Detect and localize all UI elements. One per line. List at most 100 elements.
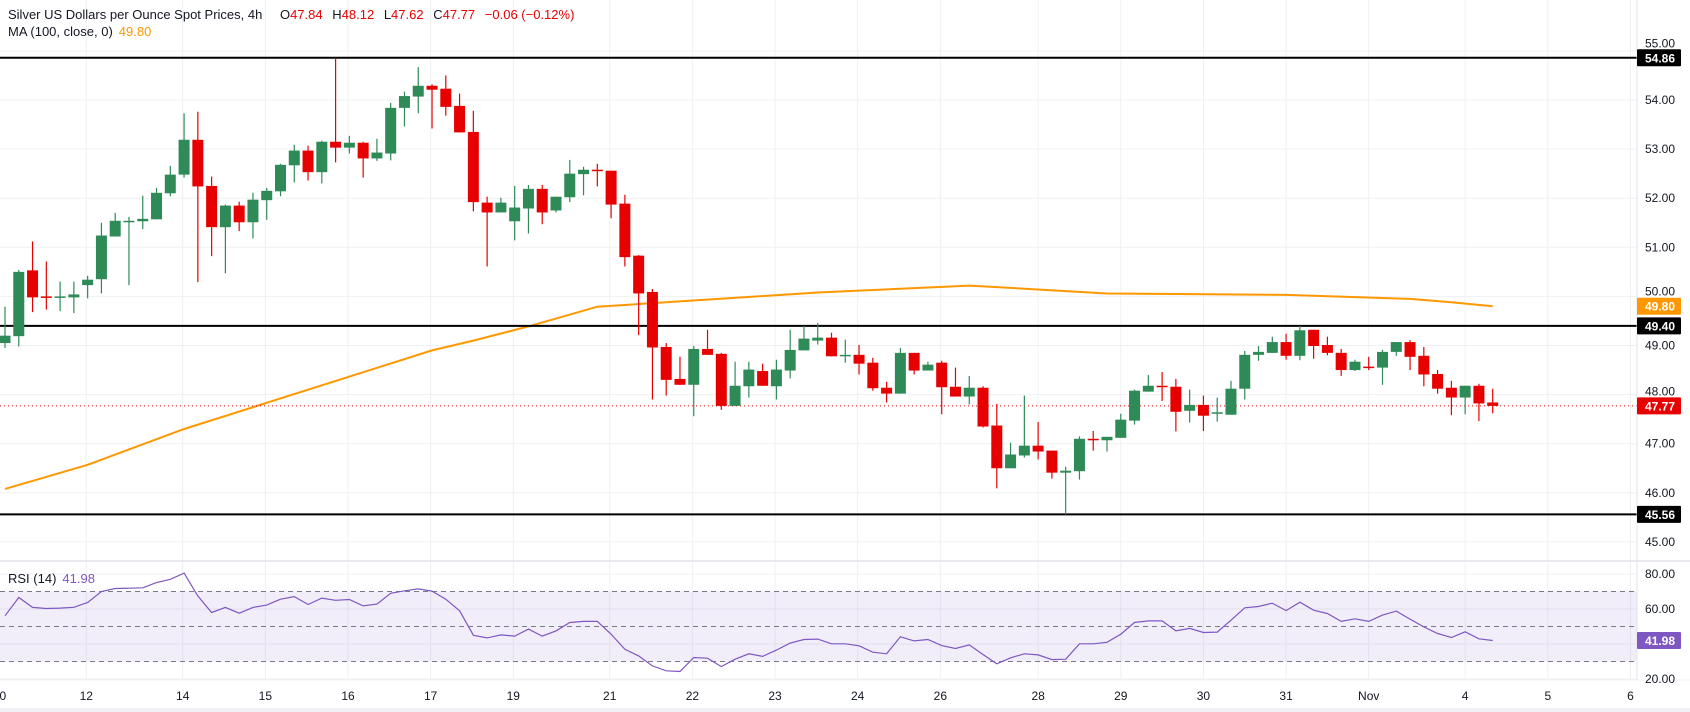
candle[interactable]: [440, 75, 452, 116]
candle[interactable]: [1005, 442, 1017, 469]
candle[interactable]: [1115, 413, 1127, 438]
candle[interactable]: [1197, 395, 1209, 431]
candle[interactable]: [385, 102, 397, 161]
candle[interactable]: [1211, 397, 1223, 422]
candle[interactable]: [82, 275, 94, 299]
candle[interactable]: [963, 375, 975, 405]
candle[interactable]: [1308, 329, 1320, 359]
candle[interactable]: [1280, 333, 1292, 360]
candle[interactable]: [853, 345, 865, 375]
ma-legend[interactable]: MA (100, close, 0) 49.80: [8, 24, 151, 40]
candle[interactable]: [509, 185, 521, 241]
candle[interactable]: [40, 261, 52, 310]
candle[interactable]: [137, 195, 149, 230]
candle[interactable]: [660, 343, 672, 396]
candle[interactable]: [95, 222, 107, 294]
candle[interactable]: [894, 347, 906, 394]
candle[interactable]: [605, 170, 617, 219]
candle[interactable]: [1390, 342, 1402, 356]
candle[interactable]: [206, 176, 218, 257]
candle[interactable]: [812, 322, 824, 345]
candle[interactable]: [1073, 436, 1085, 480]
candle[interactable]: [1087, 430, 1099, 451]
candle[interactable]: [977, 386, 989, 428]
candle[interactable]: [949, 367, 961, 397]
candle[interactable]: [1363, 356, 1375, 371]
candle[interactable]: [1239, 350, 1251, 400]
candle[interactable]: [454, 93, 466, 133]
bottom-scrollbar[interactable]: [0, 708, 1690, 712]
candle[interactable]: [1032, 422, 1044, 460]
candle[interactable]: [619, 194, 631, 267]
candle[interactable]: [1473, 383, 1485, 422]
candle[interactable]: [1459, 385, 1471, 415]
candle[interactable]: [151, 187, 163, 220]
candle[interactable]: [702, 329, 714, 355]
candle[interactable]: [330, 57, 342, 163]
candle[interactable]: [275, 163, 286, 197]
candle[interactable]: [123, 216, 135, 286]
candle[interactable]: [233, 201, 245, 232]
candle[interactable]: [757, 363, 769, 386]
candle[interactable]: [412, 67, 424, 114]
candle[interactable]: [1060, 466, 1072, 515]
candle[interactable]: [343, 135, 355, 154]
candle[interactable]: [1294, 325, 1306, 361]
candle[interactable]: [1404, 340, 1416, 371]
candle[interactable]: [743, 361, 755, 398]
candle[interactable]: [192, 111, 204, 283]
candle[interactable]: [633, 255, 645, 336]
candle[interactable]: [316, 140, 328, 184]
candle[interactable]: [1018, 395, 1030, 458]
candle[interactable]: [247, 192, 259, 239]
candle[interactable]: [1432, 370, 1444, 394]
candle[interactable]: [178, 113, 190, 178]
candle[interactable]: [826, 332, 837, 357]
candle[interactable]: [798, 325, 810, 351]
candle[interactable]: [398, 91, 410, 127]
candle[interactable]: [646, 289, 658, 400]
candle[interactable]: [936, 360, 948, 415]
candle[interactable]: [302, 145, 314, 181]
candle[interactable]: [1418, 346, 1430, 387]
candle[interactable]: [1445, 380, 1457, 416]
candle[interactable]: [839, 339, 851, 363]
candle[interactable]: [467, 110, 479, 212]
candle[interactable]: [426, 84, 438, 129]
candle[interactable]: [522, 184, 534, 234]
candle[interactable]: [164, 165, 176, 197]
candle[interactable]: [27, 241, 39, 313]
candle[interactable]: [261, 187, 273, 220]
candle[interactable]: [1046, 450, 1058, 479]
candle[interactable]: [550, 196, 562, 213]
candle[interactable]: [536, 184, 548, 225]
candle[interactable]: [908, 352, 920, 375]
candle[interactable]: [68, 281, 80, 314]
candle[interactable]: [219, 204, 231, 274]
candle[interactable]: [867, 357, 879, 391]
candle[interactable]: [54, 281, 66, 312]
candle[interactable]: [578, 166, 590, 196]
candle[interactable]: [371, 138, 383, 161]
candle[interactable]: [729, 361, 741, 406]
candle[interactable]: [495, 197, 507, 213]
candle[interactable]: [784, 329, 796, 379]
candle[interactable]: [1101, 436, 1113, 452]
rsi-legend[interactable]: RSI (14) 41.98: [8, 571, 95, 587]
candle[interactable]: [564, 159, 576, 203]
candle[interactable]: [1142, 374, 1154, 392]
candle[interactable]: [109, 212, 121, 237]
candle[interactable]: [991, 403, 1003, 489]
candle[interactable]: [715, 352, 727, 410]
candle[interactable]: [1487, 388, 1499, 414]
candle[interactable]: [1266, 336, 1278, 353]
candle[interactable]: [1377, 349, 1388, 385]
candle[interactable]: [922, 361, 934, 371]
candle[interactable]: [881, 381, 893, 403]
candle[interactable]: [1225, 380, 1237, 415]
candle[interactable]: [674, 356, 686, 385]
candle[interactable]: [288, 144, 300, 183]
candle[interactable]: [770, 359, 782, 400]
candle[interactable]: [1156, 372, 1168, 401]
